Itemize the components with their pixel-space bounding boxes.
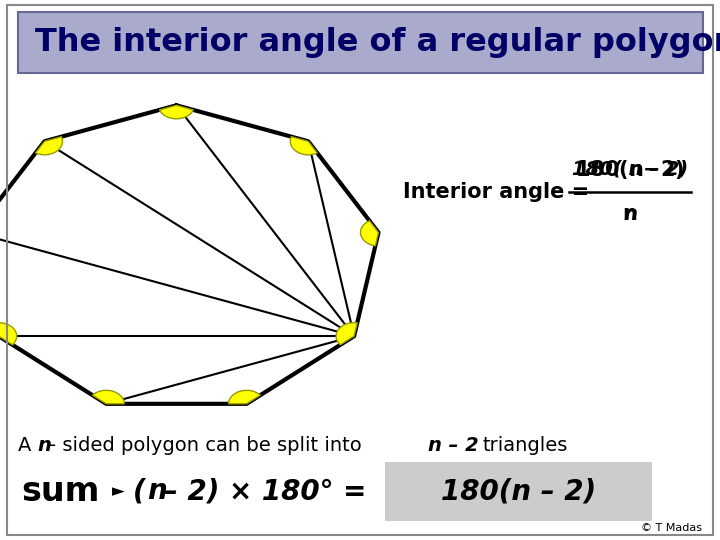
Text: n: n — [148, 477, 167, 505]
Wedge shape — [35, 137, 63, 155]
Text: - sided polygon can be split into: - sided polygon can be split into — [49, 436, 361, 455]
Wedge shape — [0, 323, 17, 345]
Text: ►: ► — [112, 482, 125, 501]
Wedge shape — [160, 105, 193, 119]
Wedge shape — [361, 221, 379, 246]
Text: – 2) × 180° =: – 2) × 180° = — [164, 477, 366, 505]
Text: sum: sum — [22, 475, 100, 508]
Wedge shape — [290, 137, 318, 155]
Text: 180(n – 2): 180(n – 2) — [441, 477, 596, 505]
Text: 180( n – 2): 180( n – 2) — [572, 159, 688, 179]
Text: © T Madas: © T Madas — [641, 523, 702, 533]
Wedge shape — [228, 390, 261, 404]
Text: triangles: triangles — [482, 436, 568, 455]
Text: Interior angle =: Interior angle = — [403, 181, 597, 202]
Text: n – 2: n – 2 — [428, 436, 479, 455]
Text: A: A — [18, 436, 32, 455]
Text: n: n — [623, 205, 637, 224]
Text: $\mathbf{180(}$$\mathit{\mathbf{n}}$$\mathbf{ - 2)}$: $\mathbf{180(}$$\mathit{\mathbf{n}}$$\ma… — [575, 158, 685, 180]
Wedge shape — [336, 323, 357, 345]
FancyBboxPatch shape — [385, 462, 652, 521]
FancyBboxPatch shape — [18, 12, 703, 73]
Text: (: ( — [133, 477, 146, 505]
Text: The interior angle of a regular polygon: The interior angle of a regular polygon — [35, 27, 720, 58]
Text: n: n — [37, 436, 51, 455]
Text: $\mathit{\mathbf{n}}$: $\mathit{\mathbf{n}}$ — [622, 204, 638, 225]
Wedge shape — [92, 390, 125, 404]
